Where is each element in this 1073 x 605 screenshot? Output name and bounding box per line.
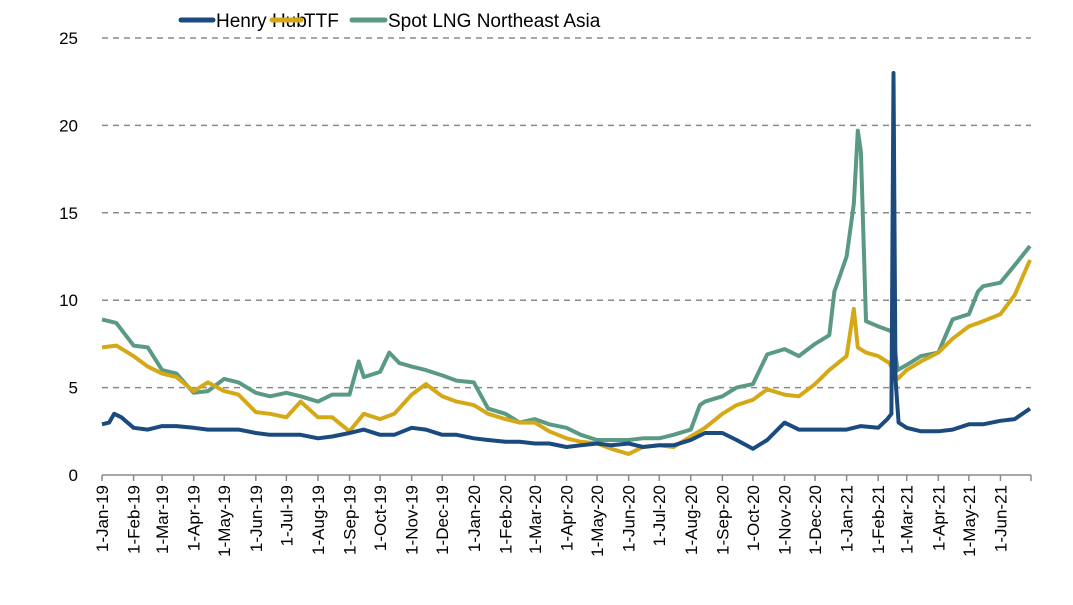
x-tick-label: 1-May-20 — [588, 485, 607, 557]
x-tick-label: 1-Nov-19 — [403, 485, 422, 555]
x-tick-label: 1-Jan-21 — [838, 485, 857, 552]
x-tick-label: 1-Mar-21 — [898, 485, 917, 554]
legend-label: Henry Hub — [216, 11, 307, 32]
x-tick-label: 1-Dec-19 — [433, 485, 452, 555]
y-axis: 0 5 10 15 20 25 — [59, 29, 78, 485]
x-tick-label: 1-Jan-20 — [465, 485, 484, 552]
x-tick-label: 1-Mar-19 — [153, 485, 172, 554]
y-tick-label: 0 — [69, 466, 78, 485]
y-tick-label: 20 — [59, 116, 78, 135]
x-tick-label: 1-Sep-19 — [341, 485, 360, 555]
x-tick-label: 1-Apr-21 — [929, 485, 948, 551]
x-tick-label: 1-Mar-20 — [526, 485, 545, 554]
x-tick-label: 1-Dec-20 — [806, 485, 825, 555]
x-tick-label: 1-Feb-21 — [869, 485, 888, 554]
x-tick-label: 1-Jun-21 — [991, 485, 1010, 552]
series-lines — [101, 71, 1032, 456]
y-tick-label: 25 — [59, 29, 78, 48]
x-tick-label: 1-Sep-20 — [713, 485, 732, 555]
x-tick-label: 1-Oct-19 — [371, 485, 390, 551]
x-tick-label: 1-Jan-19 — [93, 485, 112, 552]
x-tick-label: 1-Nov-20 — [775, 485, 794, 555]
legend-label: TTF — [304, 11, 339, 32]
series-line-spot-lng-northeast-asia — [101, 128, 1032, 442]
x-tick-label: 1-Feb-19 — [125, 485, 144, 554]
x-tick-label: 1-Jun-19 — [247, 485, 266, 552]
x-tick-label: 1-Oct-20 — [744, 485, 763, 551]
y-tick-label: 10 — [59, 291, 78, 310]
y-tick-label: 15 — [59, 204, 78, 223]
x-tick-label: 1-Jul-19 — [277, 485, 296, 546]
x-tick-label: 1-May-19 — [215, 485, 234, 557]
x-tick-label: 1-Aug-19 — [309, 485, 328, 555]
x-tick-label: 1-Apr-19 — [185, 485, 204, 551]
x-tick-label: 1-May-21 — [960, 485, 979, 557]
legend-label: Spot LNG Northeast Asia — [388, 11, 601, 32]
x-tick-label: 1-Apr-20 — [558, 485, 577, 551]
series-line-henry-hub — [101, 71, 1032, 451]
x-axis: 1-Jan-19 1-Feb-19 1-Mar-19 1-Apr-19 1-May-19… — [93, 474, 1032, 557]
x-tick-label: 1-Jul-20 — [650, 485, 669, 546]
x-tick-label: 1-Feb-20 — [496, 485, 515, 554]
y-tick-label: 5 — [69, 379, 78, 398]
x-tick-label: 1-Aug-20 — [682, 485, 701, 555]
gridlines — [102, 37, 1031, 389]
x-tick-label: 1-Jun-20 — [620, 485, 639, 552]
